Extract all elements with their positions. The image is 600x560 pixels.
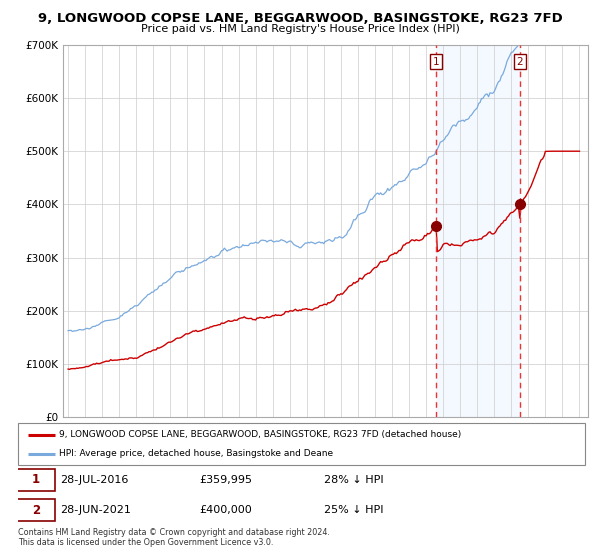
Text: 2: 2 bbox=[32, 503, 40, 516]
Text: 1: 1 bbox=[433, 57, 439, 67]
Text: £359,995: £359,995 bbox=[199, 475, 253, 485]
Text: Price paid vs. HM Land Registry's House Price Index (HPI): Price paid vs. HM Land Registry's House … bbox=[140, 24, 460, 34]
Text: £400,000: £400,000 bbox=[199, 505, 252, 515]
FancyBboxPatch shape bbox=[17, 499, 55, 521]
Text: 2: 2 bbox=[517, 57, 523, 67]
Text: HPI: Average price, detached house, Basingstoke and Deane: HPI: Average price, detached house, Basi… bbox=[59, 449, 333, 459]
Text: 1: 1 bbox=[32, 474, 40, 487]
FancyBboxPatch shape bbox=[18, 423, 585, 465]
Text: 25% ↓ HPI: 25% ↓ HPI bbox=[324, 505, 383, 515]
Text: 9, LONGWOOD COPSE LANE, BEGGARWOOD, BASINGSTOKE, RG23 7FD: 9, LONGWOOD COPSE LANE, BEGGARWOOD, BASI… bbox=[38, 12, 562, 25]
Bar bbox=[436, 45, 520, 417]
Text: 9, LONGWOOD COPSE LANE, BEGGARWOOD, BASINGSTOKE, RG23 7FD (detached house): 9, LONGWOOD COPSE LANE, BEGGARWOOD, BASI… bbox=[59, 430, 461, 439]
FancyBboxPatch shape bbox=[17, 469, 55, 491]
Text: Contains HM Land Registry data © Crown copyright and database right 2024.
This d: Contains HM Land Registry data © Crown c… bbox=[18, 528, 330, 547]
Text: 28-JUL-2016: 28-JUL-2016 bbox=[61, 475, 129, 485]
Text: 28-JUN-2021: 28-JUN-2021 bbox=[61, 505, 131, 515]
Text: 28% ↓ HPI: 28% ↓ HPI bbox=[324, 475, 384, 485]
